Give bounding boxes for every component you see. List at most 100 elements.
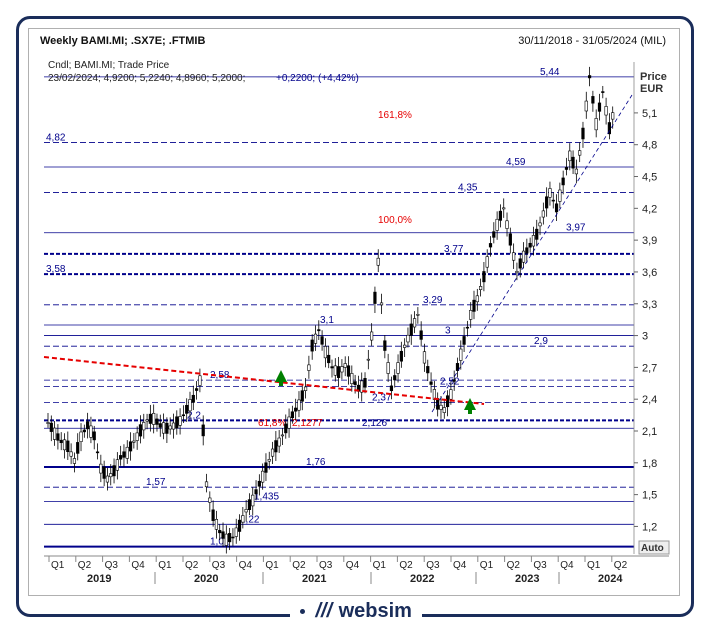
candle-body: [406, 334, 410, 343]
candle-body: [185, 404, 189, 414]
candle-body: [211, 509, 215, 521]
candle-body: [587, 75, 592, 79]
candle-body: [333, 365, 337, 376]
candle-body: [485, 256, 489, 268]
auto-label[interactable]: Auto: [641, 543, 664, 554]
quarter-label: Q3: [212, 560, 226, 571]
quarter-label: Q3: [319, 560, 333, 571]
candle-body: [521, 250, 526, 263]
candle-body: [412, 318, 417, 328]
auto-button[interactable]: [638, 540, 670, 555]
candle-body: [175, 416, 179, 429]
candle-body: [370, 331, 374, 341]
brand-name: websim: [338, 600, 412, 622]
candle-body: [280, 434, 285, 437]
candle-body: [383, 340, 387, 351]
candle-body: [303, 386, 308, 391]
candle-body: [515, 271, 519, 274]
quarter-label: Q3: [426, 560, 440, 571]
green-arrow-icon: [275, 370, 287, 386]
candle-body: [409, 323, 413, 336]
year-label: 2019: [87, 573, 111, 585]
level-label: 3,58: [46, 264, 66, 275]
candle-body: [498, 210, 503, 221]
candle-body: [168, 425, 172, 430]
candle-body: [294, 407, 298, 412]
candle-body: [366, 358, 370, 361]
year-label: 2024: [598, 573, 623, 585]
candle-body: [208, 497, 212, 503]
level-label: 3,77: [444, 244, 464, 255]
quarter-label: Q4: [346, 560, 360, 571]
y-tick-label: 1,8: [642, 458, 657, 470]
candle-body: [518, 258, 522, 269]
year-label: 2022: [410, 573, 434, 585]
legend-change: +0,2200; (+4,42%): [276, 73, 359, 84]
candle-body: [234, 527, 238, 537]
candle-body: [442, 407, 446, 413]
candle-body: [274, 440, 278, 453]
candle-body: [337, 366, 341, 378]
candle-body: [429, 381, 433, 385]
candle-body: [396, 362, 400, 374]
candle-body: [548, 188, 552, 198]
candle-body: [416, 314, 420, 316]
y-tick-label: 2,1: [642, 426, 657, 438]
plot-border: [28, 28, 680, 596]
candle-body: [578, 150, 582, 156]
y-tick-label: 3,6: [642, 267, 657, 279]
resistance-trendline: [43, 356, 485, 405]
candle-body: [195, 388, 199, 391]
candle-body: [191, 394, 195, 403]
candle-body: [92, 431, 96, 441]
green-arrow-icon: [464, 398, 476, 414]
candle-body: [363, 378, 367, 388]
candle-body: [611, 112, 615, 120]
legend-line1: Cndl; BAMI.MI; Trade Price: [48, 60, 170, 71]
year-label: 2020: [194, 573, 218, 585]
level-label: 3,97: [566, 223, 586, 234]
candle-body: [346, 365, 351, 377]
level-label: 3,29: [423, 295, 443, 306]
candle-body: [261, 470, 265, 483]
candle-body: [317, 329, 321, 332]
candle-body: [224, 533, 228, 546]
candle-body: [56, 433, 60, 441]
candle-body: [161, 422, 166, 434]
quarter-label: Q2: [507, 560, 521, 571]
candle-body: [330, 366, 334, 369]
quarter-label: Q2: [399, 560, 413, 571]
candle-body: [201, 424, 205, 437]
candle-body: [419, 330, 423, 340]
candle-body: [66, 440, 70, 453]
y-tick-label: 1,5: [642, 490, 657, 502]
candle-body: [155, 418, 159, 425]
candle-body: [264, 462, 268, 473]
fibonacci-label: 2,1277: [292, 418, 323, 429]
candle-body: [393, 375, 397, 381]
candlestick-series: [46, 66, 615, 554]
candle-body: [284, 423, 288, 434]
candle-body: [386, 362, 390, 374]
candle-body: [528, 242, 532, 248]
candle-body: [495, 218, 499, 231]
candle-body: [251, 494, 255, 507]
y-tick-label: 3: [642, 331, 648, 343]
quarter-label: Q1: [373, 560, 387, 571]
y-tick-label: 3,9: [642, 235, 657, 247]
candle-body: [287, 416, 291, 429]
candle-body: [554, 203, 559, 213]
footer: /// websim: [0, 600, 712, 623]
footer-dot-icon: [300, 609, 306, 614]
candle-body: [112, 465, 116, 477]
candle-body: [482, 271, 486, 283]
candle-body: [373, 291, 377, 304]
quarter-label: Q1: [480, 560, 494, 571]
level-label: 2,52: [440, 376, 460, 387]
candle-body: [198, 375, 202, 386]
year-label: 2023: [515, 573, 539, 585]
candle-body: [597, 102, 602, 112]
candle-body: [145, 419, 149, 422]
candle-body: [379, 302, 384, 306]
candle-body: [82, 429, 86, 433]
